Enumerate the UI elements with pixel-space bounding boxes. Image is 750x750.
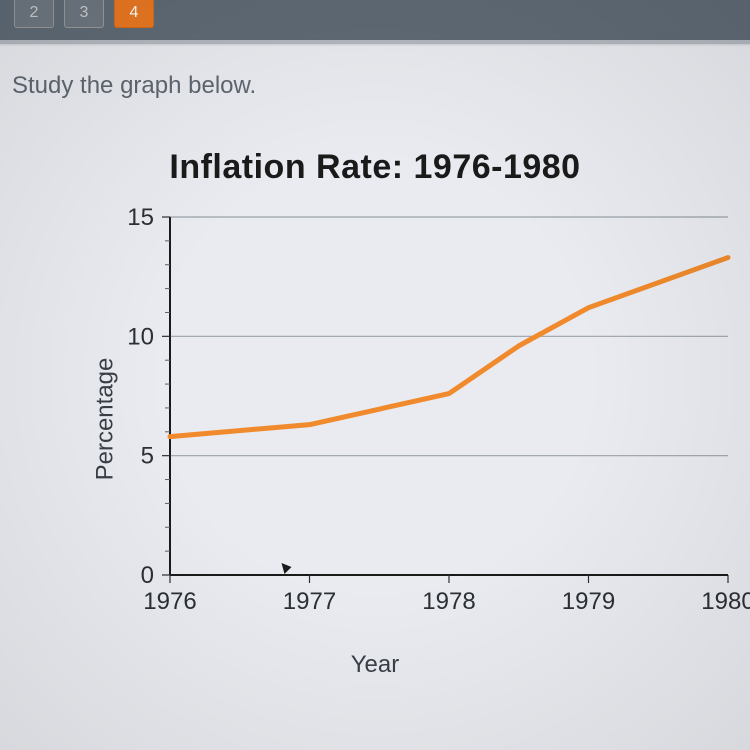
nav-step-3[interactable]: 3 <box>64 0 104 28</box>
nav-bar: 2 3 4 <box>0 0 750 40</box>
svg-text:1980: 1980 <box>701 588 750 615</box>
nav-step-4[interactable]: 4 <box>114 0 154 28</box>
svg-text:10: 10 <box>127 323 154 350</box>
svg-text:5: 5 <box>141 443 154 470</box>
x-axis-label: Year <box>0 651 750 679</box>
content-panel: Study the graph below. Inflation Rate: 1… <box>0 40 750 750</box>
chart-plot-area: Percentage 05101519761977197819791980 <box>0 199 750 639</box>
chart-svg: 0 5 10 15 1976 1977 1978 1979 1980 <box>0 199 750 639</box>
chart-container: Inflation Rate: 1976-1980 Percentage 051… <box>0 148 750 728</box>
svg-text:1978: 1978 <box>422 588 475 615</box>
svg-text:1977: 1977 <box>283 588 336 615</box>
svg-text:15: 15 <box>127 204 154 231</box>
nav-step-2[interactable]: 2 <box>14 0 54 28</box>
svg-text:1976: 1976 <box>143 588 196 615</box>
instruction-text: Study the graph below. <box>0 44 750 100</box>
chart-title: Inflation Rate: 1976-1980 <box>0 148 750 187</box>
svg-text:0: 0 <box>141 562 154 589</box>
svg-text:1979: 1979 <box>562 588 615 615</box>
